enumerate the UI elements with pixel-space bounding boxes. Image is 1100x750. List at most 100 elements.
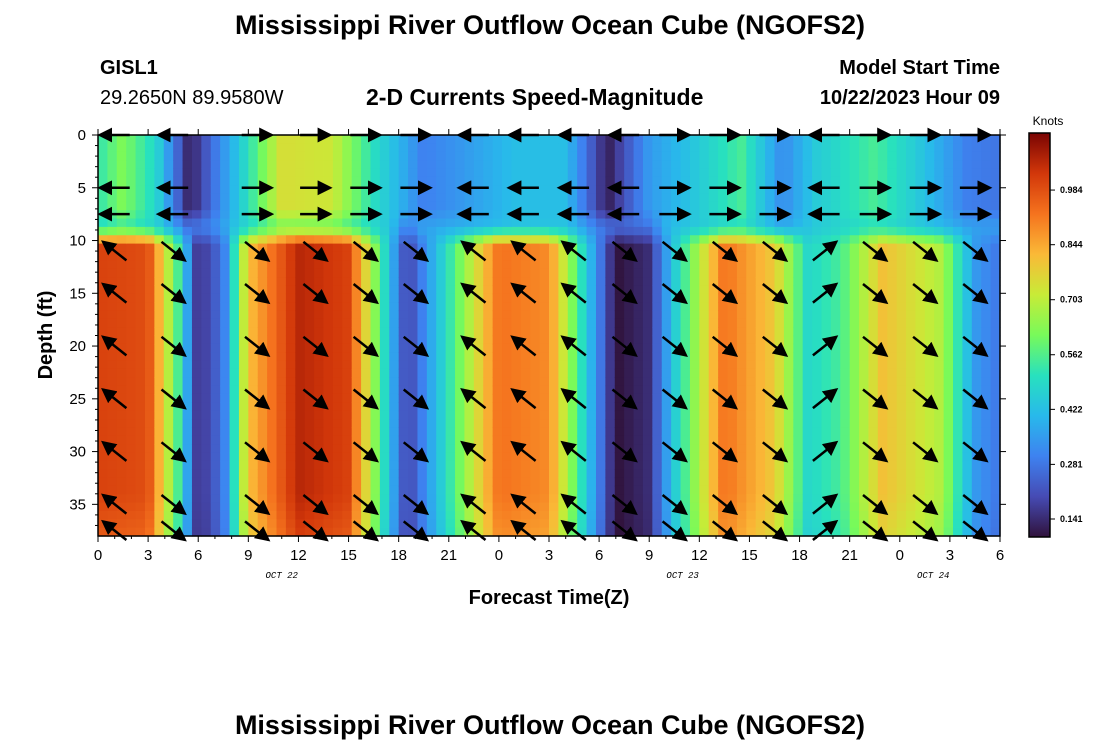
velocity-arrow — [611, 520, 638, 542]
heatmap-cell — [708, 502, 719, 512]
heatmap-cell — [455, 135, 466, 144]
velocity-arrow — [352, 494, 379, 516]
velocity-arrow — [661, 441, 688, 463]
heatmap-cell — [962, 251, 973, 261]
heatmap-cell — [332, 143, 343, 153]
heatmap-cell — [116, 502, 127, 512]
heatmap-cell — [802, 185, 813, 195]
heatmap-cell — [379, 477, 390, 487]
heatmap-cell — [520, 368, 531, 378]
heatmap-cell — [248, 402, 259, 412]
heatmap-cell — [953, 135, 964, 144]
heatmap-cell — [661, 168, 672, 178]
heatmap-cell — [314, 201, 325, 211]
heatmap-cell — [887, 235, 898, 245]
heatmap-cell — [201, 243, 212, 253]
heatmap-cell — [830, 368, 841, 378]
heatmap-cell — [821, 293, 832, 303]
heatmap-cell — [492, 201, 503, 211]
heatmap-cell — [661, 469, 672, 479]
heatmap-cell — [934, 201, 945, 211]
heatmap-cell — [549, 519, 559, 529]
heatmap-cell — [849, 410, 860, 420]
heatmap-cell — [389, 368, 400, 378]
heatmap-cell — [652, 352, 663, 362]
heatmap-cell — [530, 435, 541, 445]
heatmap-cell — [464, 510, 475, 520]
heatmap-cell — [689, 519, 700, 529]
heatmap-cell — [144, 460, 155, 470]
heatmap-cell — [351, 427, 362, 437]
heatmap-cell — [849, 151, 860, 161]
heatmap-cell — [351, 151, 362, 161]
heatmap-cell — [492, 460, 503, 470]
heatmap-cell — [830, 143, 841, 153]
heatmap-cell — [464, 135, 475, 144]
heatmap-cell — [868, 510, 879, 520]
velocity-arrow — [661, 240, 688, 262]
heatmap-cell — [755, 402, 766, 412]
heatmap-cell — [257, 201, 268, 211]
heatmap-cell — [595, 176, 606, 186]
heatmap-cell — [248, 452, 259, 462]
heatmap-cell — [361, 377, 372, 387]
heatmap-cell — [201, 285, 212, 295]
y-tick-label: 5 — [78, 180, 86, 197]
heatmap-cell — [191, 385, 202, 395]
heatmap-cell — [755, 444, 766, 454]
heatmap-cell — [502, 368, 513, 378]
heatmap-cell — [370, 193, 381, 203]
heatmap-cell — [689, 226, 700, 236]
heatmap-cell — [793, 494, 804, 504]
heatmap-cell — [971, 302, 982, 312]
heatmap-cell — [934, 527, 945, 537]
heatmap-cell — [859, 268, 870, 278]
heatmap-cell — [351, 302, 362, 312]
heatmap-cell — [445, 419, 456, 428]
heatmap-cell — [163, 277, 174, 286]
heatmap-cell — [755, 268, 766, 278]
heatmap-cell — [370, 419, 381, 428]
heatmap-cell — [915, 452, 926, 462]
heatmap-cell — [455, 318, 466, 328]
heatmap-cell — [257, 410, 268, 420]
heatmap-cell — [445, 277, 456, 286]
heatmap-cell — [116, 193, 127, 203]
heatmap-cell — [455, 527, 466, 537]
heatmap-cell — [689, 477, 700, 487]
heatmap-cell — [765, 218, 776, 228]
heatmap-cell — [990, 410, 1001, 420]
heatmap-cell — [849, 510, 860, 520]
velocity-arrow — [862, 335, 889, 357]
heatmap-cell — [191, 343, 202, 353]
heatmap-cell — [389, 310, 400, 320]
heatmap-cell — [661, 302, 672, 312]
heatmap-cell — [943, 452, 954, 462]
heatmap-cell — [793, 343, 804, 353]
heatmap-cell — [652, 343, 663, 353]
heatmap-cell — [981, 201, 992, 211]
heatmap-cell — [953, 185, 964, 195]
heatmap-cell — [868, 352, 879, 362]
heatmap-cell — [962, 444, 973, 454]
heatmap-cell — [455, 360, 466, 370]
heatmap-cell — [971, 185, 982, 195]
heatmap-cell — [689, 302, 700, 312]
heatmap-cell — [896, 251, 907, 261]
heatmap-cell — [539, 176, 550, 186]
heatmap-cell — [962, 168, 973, 178]
heatmap-cell — [361, 168, 372, 178]
heatmap-cell — [680, 393, 691, 403]
heatmap-cell — [483, 293, 494, 303]
heatmap-cell — [774, 419, 785, 428]
heatmap-cell — [126, 393, 137, 403]
heatmap-cell — [370, 485, 381, 495]
heatmap-cell — [990, 343, 1001, 353]
heatmap-cell — [332, 210, 343, 220]
heatmap-cell — [953, 360, 964, 370]
heatmap-cell — [398, 460, 409, 470]
heatmap-cell — [671, 160, 682, 170]
heatmap-cell — [276, 343, 287, 353]
heatmap-cell — [671, 193, 682, 203]
heatmap-cell — [934, 427, 945, 437]
